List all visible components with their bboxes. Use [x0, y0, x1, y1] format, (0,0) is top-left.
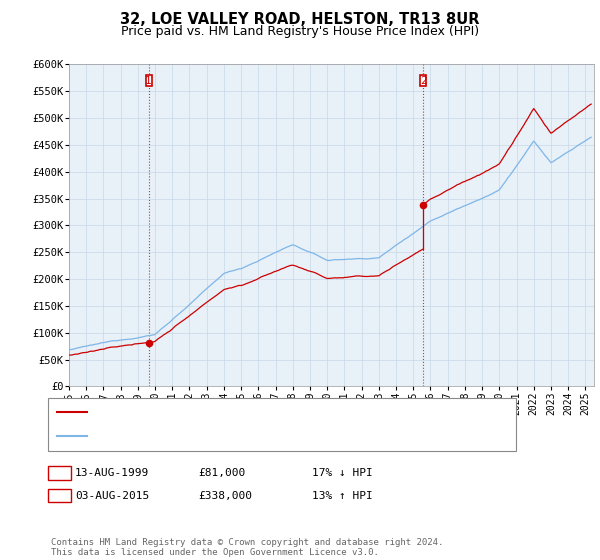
Text: 13% ↑ HPI: 13% ↑ HPI — [312, 491, 373, 501]
Text: 13-AUG-1999: 13-AUG-1999 — [75, 468, 149, 478]
FancyBboxPatch shape — [421, 74, 427, 86]
Point — [419, 200, 428, 209]
Text: £81,000: £81,000 — [198, 468, 245, 478]
Text: Contains HM Land Registry data © Crown copyright and database right 2024.
This d: Contains HM Land Registry data © Crown c… — [51, 538, 443, 557]
Text: 17% ↓ HPI: 17% ↓ HPI — [312, 468, 373, 478]
Text: 03-AUG-2015: 03-AUG-2015 — [75, 491, 149, 501]
FancyBboxPatch shape — [146, 74, 152, 86]
Text: 32, LOE VALLEY ROAD, HELSTON, TR13 8UR (detached house): 32, LOE VALLEY ROAD, HELSTON, TR13 8UR (… — [96, 408, 467, 418]
Text: 1: 1 — [56, 468, 63, 478]
Text: 32, LOE VALLEY ROAD, HELSTON, TR13 8UR: 32, LOE VALLEY ROAD, HELSTON, TR13 8UR — [120, 12, 480, 27]
Text: Price paid vs. HM Land Registry's House Price Index (HPI): Price paid vs. HM Land Registry's House … — [121, 25, 479, 38]
Text: £338,000: £338,000 — [198, 491, 252, 501]
Text: 2: 2 — [56, 491, 63, 501]
Text: HPI: Average price, detached house, Cornwall: HPI: Average price, detached house, Corn… — [96, 431, 393, 441]
Text: 1: 1 — [145, 76, 152, 86]
Text: 2: 2 — [420, 76, 427, 86]
Point — [144, 338, 154, 347]
